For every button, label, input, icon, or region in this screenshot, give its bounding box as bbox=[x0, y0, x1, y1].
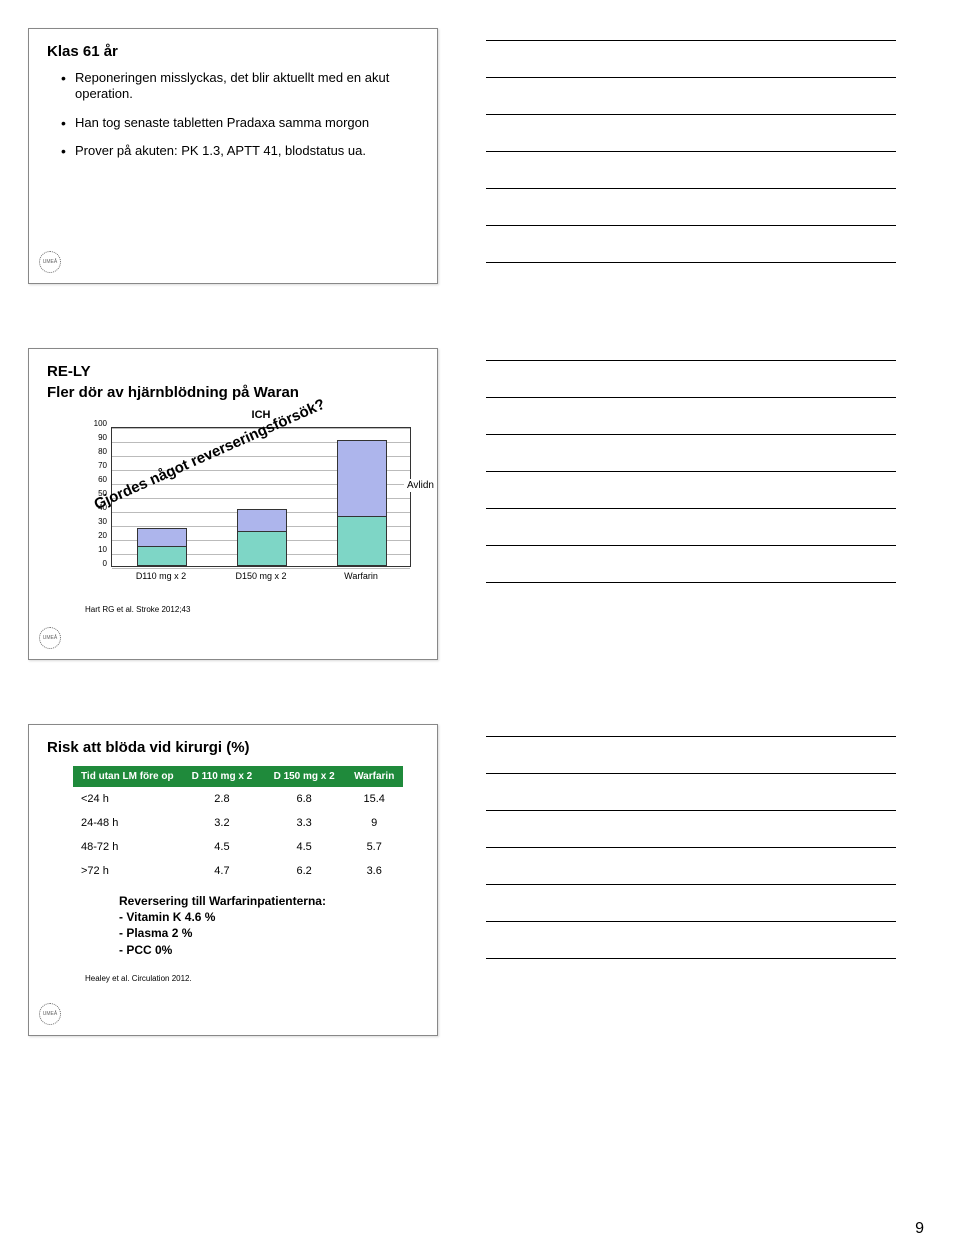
table-cell: 48-72 h bbox=[73, 835, 181, 859]
y-tick-label: 0 bbox=[85, 559, 107, 568]
slide-2: RE-LY Fler dör av hjärnblödning på Waran… bbox=[28, 348, 438, 660]
note-rule-line bbox=[486, 262, 896, 263]
y-tick-label: 70 bbox=[85, 461, 107, 470]
risk-table: Tid utan LM före opD 110 mg x 2D 150 mg … bbox=[73, 766, 403, 883]
slide2-title1: RE-LY bbox=[47, 363, 419, 380]
reversing-block: Reversering till Warfarinpatienterna: - … bbox=[119, 893, 419, 958]
umea-logo-icon: UMEÅ bbox=[39, 251, 61, 273]
note-rule-line bbox=[486, 582, 896, 583]
bullet: Reponeringen misslyckas, det blir aktuel… bbox=[61, 70, 419, 103]
reversing-title: Reversering till Warfarinpatienterna: bbox=[119, 893, 419, 909]
note-rule-line bbox=[486, 151, 896, 152]
y-tick-label: 60 bbox=[85, 475, 107, 484]
umea-logo-icon: UMEÅ bbox=[39, 627, 61, 649]
slide-1: Klas 61 år Reponeringen misslyckas, det … bbox=[28, 28, 438, 284]
chart-legend-avlidn: Avlidn bbox=[404, 479, 437, 492]
note-rule-line bbox=[486, 360, 896, 361]
table-row: 48-72 h4.54.55.7 bbox=[73, 835, 403, 859]
ich-bar-chart: ICH 0102030405060708090100 Avlidn Gjorde… bbox=[85, 427, 419, 597]
table-cell: 15.4 bbox=[345, 787, 403, 811]
note-rule-line bbox=[486, 958, 896, 959]
reversing-item: - Plasma 2 % bbox=[119, 925, 419, 941]
table-header-cell: D 150 mg x 2 bbox=[263, 766, 346, 787]
note-rule-line bbox=[486, 736, 896, 737]
slide1-title: Klas 61 år bbox=[47, 43, 419, 60]
slide2-citation: Hart RG et al. Stroke 2012;43 bbox=[85, 605, 419, 614]
note-rule-line bbox=[486, 921, 896, 922]
x-tick-label: Warfarin bbox=[326, 571, 396, 581]
note-rule-line bbox=[486, 77, 896, 78]
chart-plot-area bbox=[111, 427, 411, 567]
note-rule-line bbox=[486, 884, 896, 885]
table-row: >72 h4.76.23.6 bbox=[73, 859, 403, 883]
reversing-item: - Vitamin K 4.6 % bbox=[119, 909, 419, 925]
note-rule-line bbox=[486, 471, 896, 472]
y-tick-label: 100 bbox=[85, 419, 107, 428]
y-tick-label: 30 bbox=[85, 517, 107, 526]
slide2-title2: Fler dör av hjärnblödning på Waran bbox=[47, 384, 419, 401]
umea-logo-icon: UMEÅ bbox=[39, 1003, 61, 1025]
bullet: Prover på akuten: PK 1.3, APTT 41, blods… bbox=[61, 143, 419, 159]
note-rule-line bbox=[486, 114, 896, 115]
bar-lower bbox=[137, 546, 187, 566]
x-tick-label: D150 mg x 2 bbox=[226, 571, 296, 581]
table-cell: <24 h bbox=[73, 787, 181, 811]
y-tick-label: 20 bbox=[85, 531, 107, 540]
table-header-cell: D 110 mg x 2 bbox=[181, 766, 263, 787]
note-rule-line bbox=[486, 847, 896, 848]
table-cell: 24-48 h bbox=[73, 811, 181, 835]
table-row: <24 h2.86.815.4 bbox=[73, 787, 403, 811]
bar-lower bbox=[337, 516, 387, 566]
table-cell: 9 bbox=[345, 811, 403, 835]
bullet: Han tog senaste tabletten Pradaxa samma … bbox=[61, 115, 419, 131]
table-header-cell: Tid utan LM före op bbox=[73, 766, 181, 787]
page-number: 9 bbox=[915, 1220, 924, 1238]
note-rule-line bbox=[486, 40, 896, 41]
notes-block-3 bbox=[438, 706, 932, 959]
y-tick-label: 90 bbox=[85, 433, 107, 442]
note-rule-line bbox=[486, 434, 896, 435]
slide-3: Risk att blöda vid kirurgi (%) Tid utan … bbox=[28, 724, 438, 1036]
table-cell: 4.5 bbox=[263, 835, 346, 859]
table-cell: 3.6 bbox=[345, 859, 403, 883]
x-tick-label: D110 mg x 2 bbox=[126, 571, 196, 581]
chart-title: ICH bbox=[111, 409, 411, 421]
table-header-cell: Warfarin bbox=[345, 766, 403, 787]
table-cell: 5.7 bbox=[345, 835, 403, 859]
note-rule-line bbox=[486, 773, 896, 774]
table-cell: 4.7 bbox=[181, 859, 263, 883]
slide3-title: Risk att blöda vid kirurgi (%) bbox=[47, 739, 419, 756]
note-rule-line bbox=[486, 810, 896, 811]
note-rule-line bbox=[486, 225, 896, 226]
table-cell: 2.8 bbox=[181, 787, 263, 811]
note-rule-line bbox=[486, 545, 896, 546]
notes-block-1 bbox=[438, 10, 932, 263]
table-cell: 6.2 bbox=[263, 859, 346, 883]
note-rule-line bbox=[486, 188, 896, 189]
reversing-item: - PCC 0% bbox=[119, 942, 419, 958]
table-cell: 4.5 bbox=[181, 835, 263, 859]
table-cell: 6.8 bbox=[263, 787, 346, 811]
table-row: 24-48 h3.23.39 bbox=[73, 811, 403, 835]
slide1-bullets: Reponeringen misslyckas, det blir aktuel… bbox=[47, 70, 419, 159]
note-rule-line bbox=[486, 508, 896, 509]
slide3-citation: Healey et al. Circulation 2012. bbox=[85, 974, 419, 983]
y-tick-label: 80 bbox=[85, 447, 107, 456]
table-cell: 3.2 bbox=[181, 811, 263, 835]
y-tick-label: 10 bbox=[85, 545, 107, 554]
table-cell: >72 h bbox=[73, 859, 181, 883]
note-rule-line bbox=[486, 397, 896, 398]
table-cell: 3.3 bbox=[263, 811, 346, 835]
bar-lower bbox=[237, 531, 287, 566]
notes-block-2 bbox=[438, 330, 932, 583]
